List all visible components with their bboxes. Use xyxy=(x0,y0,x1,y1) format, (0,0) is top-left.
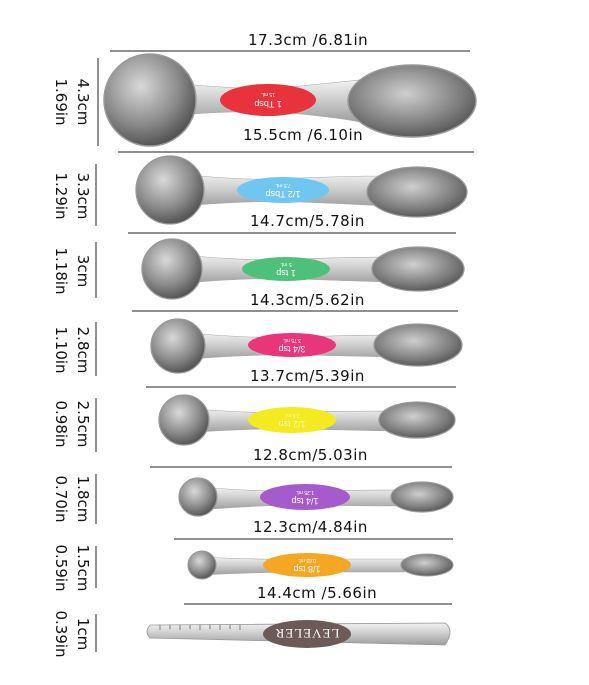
bottom-length-label: 14.4cm /5.66in xyxy=(257,584,377,602)
spoon-half-tbsp: 1/2 Tbsp 7.5 mL 14.7cm/5.78in 3.3cm 1.29… xyxy=(52,155,468,234)
bottom-length-label: 12.3cm/4.84in xyxy=(253,518,368,536)
bottom-length-label: 14.3cm/5.62in xyxy=(250,291,365,309)
oval-bowl xyxy=(390,481,454,513)
side-in-label: 0.98in xyxy=(52,400,70,447)
side-in-label: 0.59in xyxy=(52,544,70,591)
size-badge xyxy=(248,333,336,357)
round-bowl xyxy=(158,394,210,446)
badge-sublabel: 5 mL xyxy=(280,261,291,267)
side-in-label: 1.69in xyxy=(52,78,70,125)
side-in-label: 1.10in xyxy=(52,326,70,373)
oval-bowl xyxy=(378,401,456,439)
spoon-1tbsp: 17.3cm /6.81in 1 Tbsp 15 mL 15.5cm /6.10… xyxy=(52,31,477,153)
side-cm-label: 1.8cm xyxy=(74,476,92,523)
round-bowl xyxy=(141,238,203,300)
spoon-quarter-tsp: 1/4 tsp 1.25 mL 12.3cm/4.84in 1.8cm 0.70… xyxy=(52,474,454,540)
side-in-label: 0.70in xyxy=(52,475,70,522)
leveler-tool: LEVELER 1cm 0.39in xyxy=(52,610,451,658)
bottom-length-label: 12.8cm/5.03in xyxy=(253,446,368,464)
side-cm-label: 4.3cm xyxy=(74,79,92,126)
badge-label: 1 tsp xyxy=(276,268,296,278)
badge-sublabel: 15 mL xyxy=(261,91,275,97)
spoon-1tsp: 1 tsp 5 mL 14.3cm/5.62in 3cm 1.18in xyxy=(52,238,465,312)
spoon-three-quarter-tsp: 3/4 tsp 3.75 mL 13.7cm/5.39in 2.8cm 1.10… xyxy=(52,318,463,388)
size-badge xyxy=(237,177,329,203)
round-bowl xyxy=(187,550,217,580)
side-in-label: 1.29in xyxy=(52,172,70,219)
badge-label: 1 Tbsp xyxy=(254,99,281,109)
round-bowl xyxy=(135,155,205,225)
badge-label: 1/2 Tbsp xyxy=(266,189,301,199)
badge-sublabel: 7.5 mL xyxy=(275,182,291,188)
side-in-label: 1.18in xyxy=(52,247,70,294)
spoon-half-tsp: 1/2 tsp 2.5 mL 12.8cm/5.03in 2.5cm 0.98i… xyxy=(52,394,456,468)
round-bowl xyxy=(150,318,206,374)
oval-bowl xyxy=(371,246,465,292)
side-cm-label: 3.3cm xyxy=(74,173,92,220)
oval-bowl xyxy=(400,553,454,577)
side-cm-label: 1cm xyxy=(74,618,92,650)
bottom-length-label: 14.7cm/5.78in xyxy=(250,212,365,230)
size-badge xyxy=(263,553,351,577)
size-badge xyxy=(248,407,336,433)
leveler-label: LEVELER xyxy=(275,626,340,641)
leveler-badge xyxy=(263,620,351,648)
spoon-eighth-tsp: 1/8 tsp 0.63 mL 14.4cm /5.66in 1.5cm 0.5… xyxy=(52,544,454,605)
leveler-ticks xyxy=(159,625,241,630)
bottom-length-label: 15.5cm /6.10in xyxy=(243,126,363,144)
side-cm-label: 2.5cm xyxy=(74,401,92,448)
badge-label: 1/2 tsp xyxy=(278,419,305,429)
side-cm-label: 2.8cm xyxy=(74,327,92,374)
oval-bowl xyxy=(347,64,477,138)
oval-bowl xyxy=(366,166,468,218)
round-bowl xyxy=(178,477,218,517)
size-badge xyxy=(260,484,350,510)
badge-label: 1/4 tsp xyxy=(291,496,318,506)
oval-bowl xyxy=(373,323,463,367)
size-badge xyxy=(242,257,330,281)
side-cm-label: 1.5cm xyxy=(74,545,92,592)
badge-sublabel: 2.5 mL xyxy=(284,412,300,418)
side-cm-label: 3cm xyxy=(74,255,92,287)
side-in-label: 0.39in xyxy=(52,610,70,657)
size-badge xyxy=(220,84,316,116)
bottom-length-label: 13.7cm/5.39in xyxy=(250,367,365,385)
badge-sublabel: 1.25 mL xyxy=(296,489,314,495)
badge-sublabel: 0.63 mL xyxy=(298,557,316,563)
top-length-label: 17.3cm /6.81in xyxy=(248,31,368,49)
badge-label: 3/4 tsp xyxy=(278,344,305,354)
badge-label: 1/8 tsp xyxy=(293,564,320,574)
badge-sublabel: 3.75 mL xyxy=(283,337,301,343)
round-bowl xyxy=(103,53,197,147)
